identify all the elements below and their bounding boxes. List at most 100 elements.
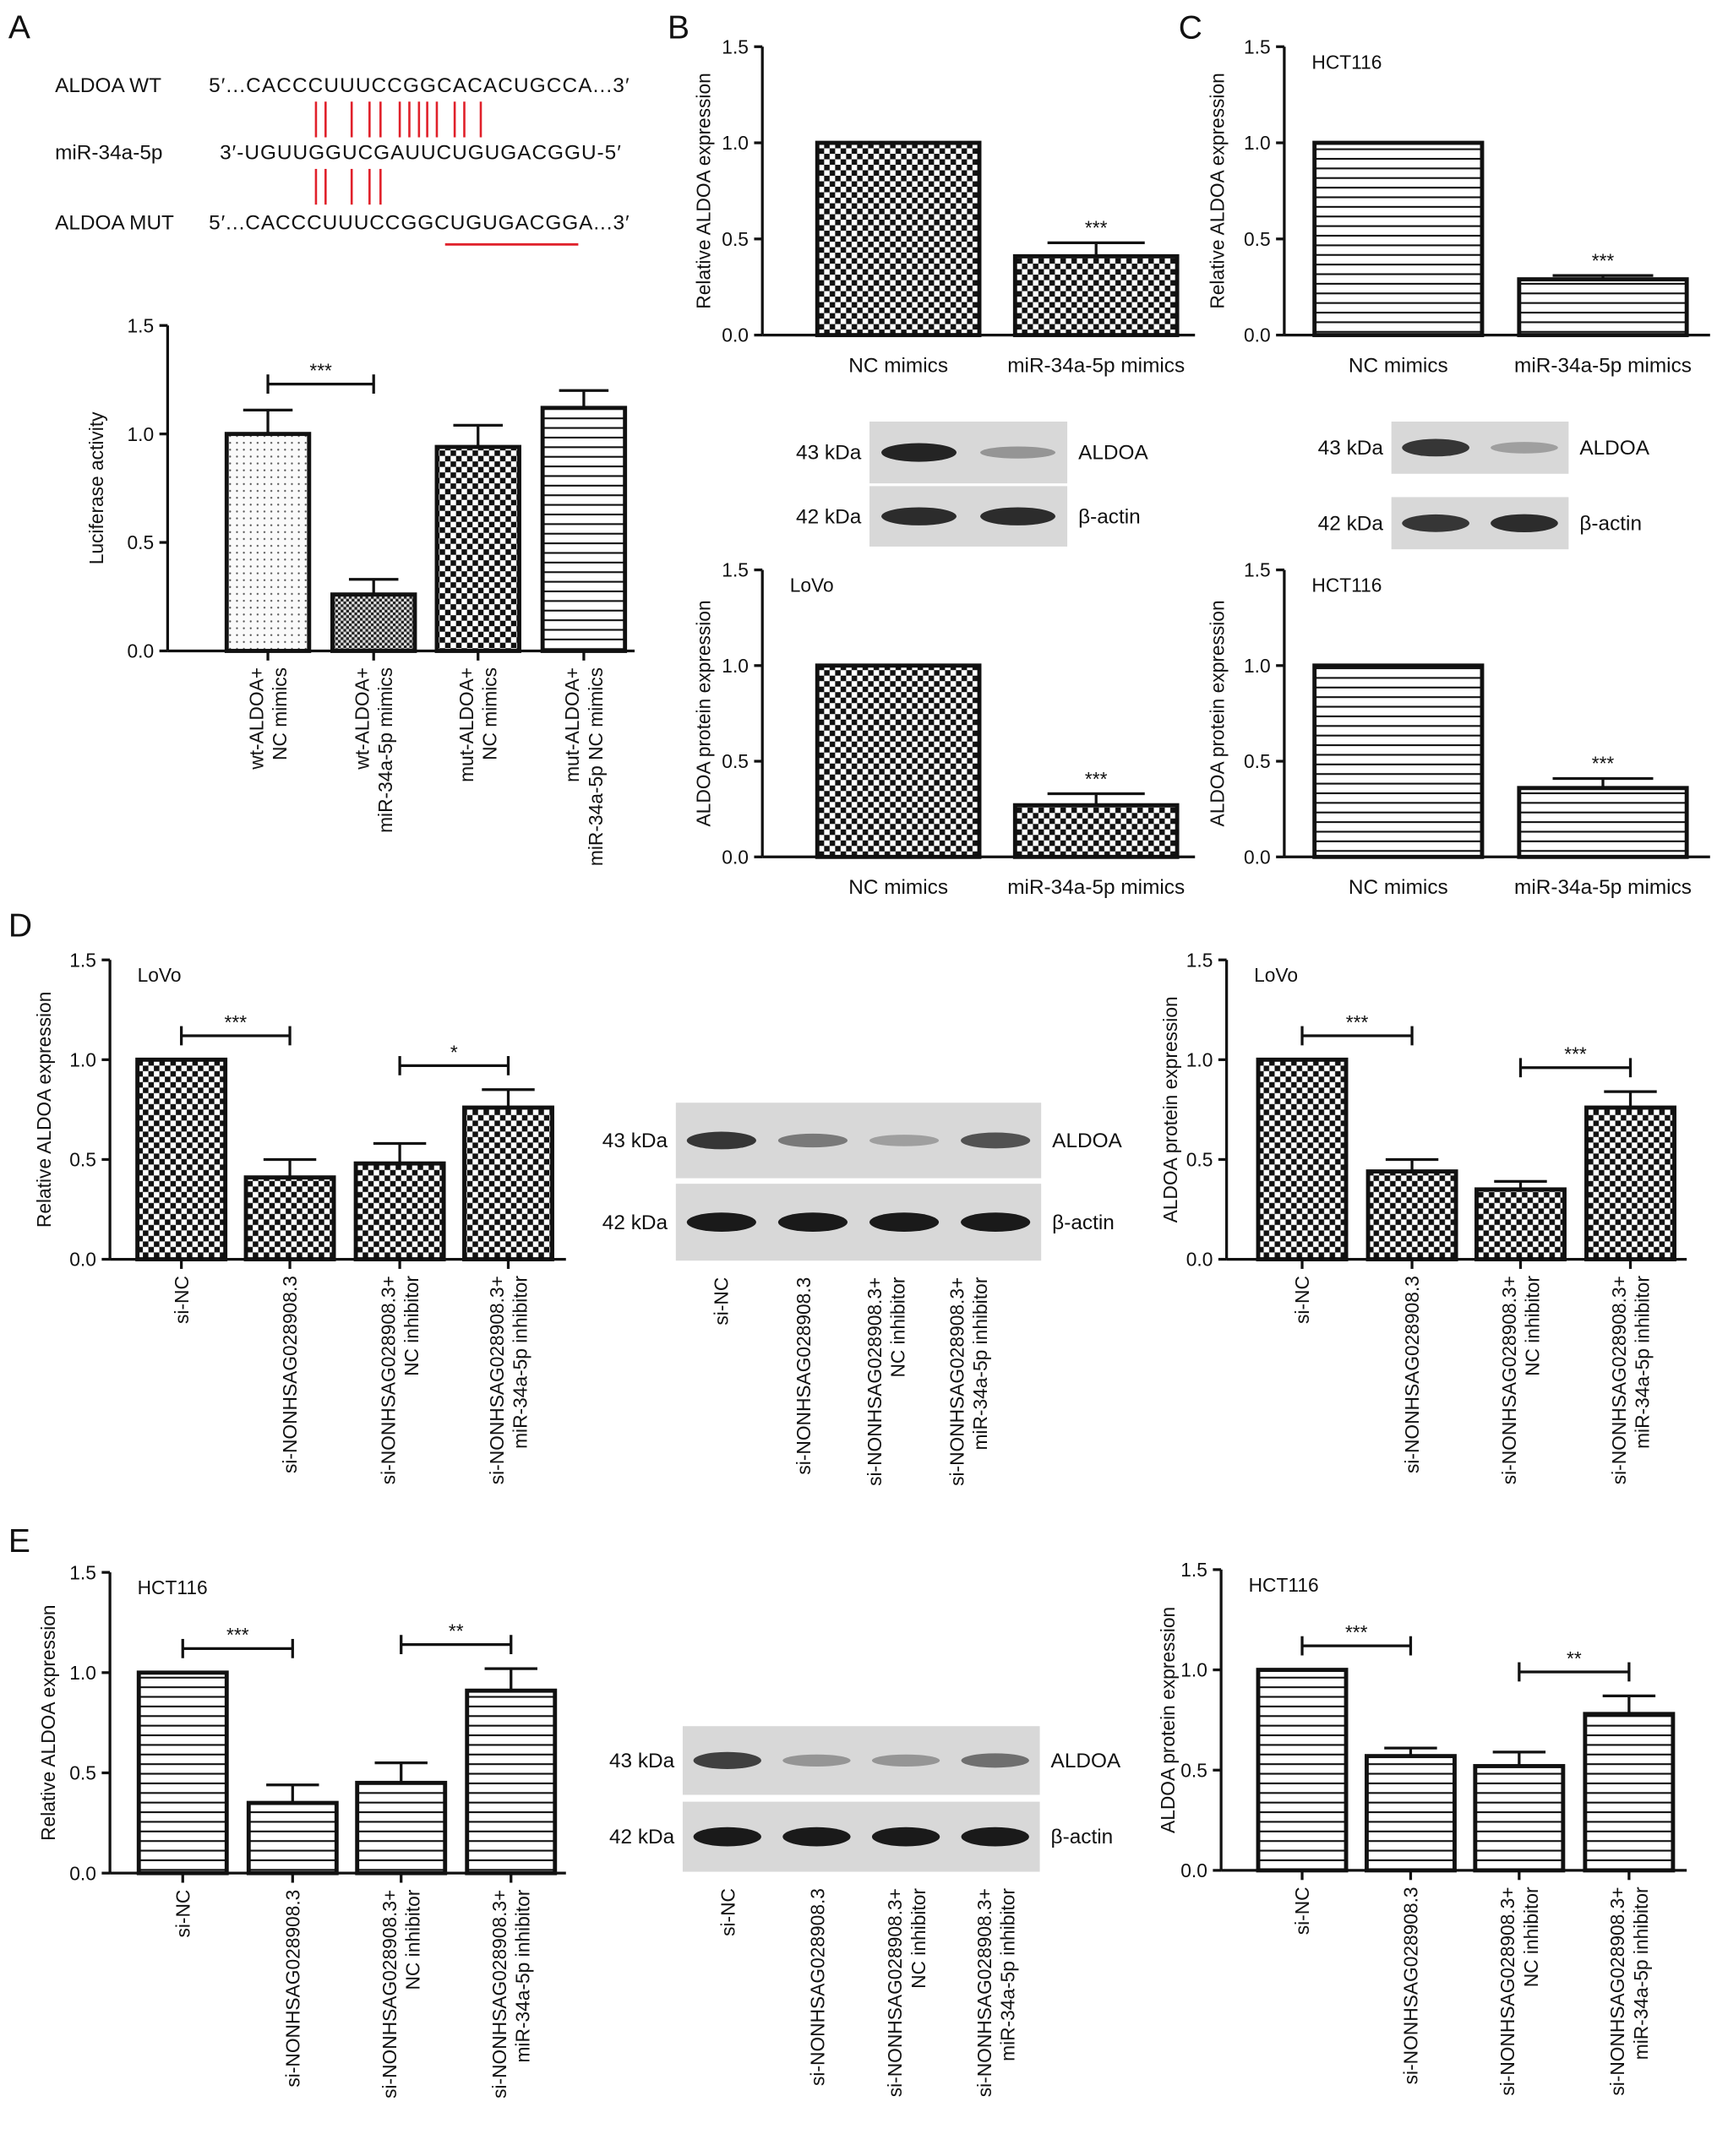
x-tick-label: si-NC [1291,1276,1313,1324]
x-tick-label: NC inhibitor [1520,1886,1542,1987]
y-axis-label: Relative ALDOA expression [1206,73,1228,308]
significance-label: * [450,1041,458,1063]
x-tick-label: NC mimics [1349,876,1448,899]
molecular-weight-label: 42 kDa [602,1211,668,1234]
y-tick-label: 0.0 [1244,324,1271,346]
bar [462,1105,554,1262]
bar [1364,1754,1457,1873]
y-axis-label: ALDOA protein expression [1206,600,1228,826]
y-axis-label: Relative ALDOA expression [33,992,55,1228]
bar [1517,786,1689,859]
western-blot-D: 43 kDa ALDOA 42 kDa β-actin si-NC si-NONHSAG0… [602,1102,1123,1486]
cell-line-label: HCT116 [1249,1574,1319,1596]
bar [1312,663,1485,859]
x-tick-label: mut-ALDOA+ [455,667,477,782]
lane-label: si-NONHSAG028908.3+ [946,1277,968,1486]
bar [243,1175,336,1262]
seq-mut: 5′...CACCCUUUCCGGCUGUGACGGA...3′ [209,211,630,234]
bar [1584,1105,1676,1262]
y-axis-label: ALDOA protein expression [1157,1607,1179,1833]
seq-label-mir: miR-34a-5p [55,142,162,165]
x-tick-label: NC mimics [848,355,948,378]
x-tick-label: si-NONHSAG028908.3+ [1608,1276,1630,1484]
protein-band [980,446,1056,459]
y-tick-label: 0.0 [722,846,749,868]
protein-band [871,1827,940,1847]
seq-wt: 5′...CACCCUUUCCGGCACACUGCCA...3′ [209,74,630,97]
y-axis-label: Luciferase activity [85,411,107,564]
lane-label: miR-34a-5p inhibitor [969,1277,991,1450]
molecular-weight-label: 42 kDa [796,505,862,528]
significance-label: *** [1085,217,1108,239]
significance-label: *** [1346,1011,1369,1033]
protein-band [881,443,957,462]
protein-band [871,1754,940,1767]
bar [355,1780,448,1876]
lane-label: miR-34a-5p inhibitor [996,1888,1018,2061]
protein-label: ALDOA [1052,1130,1122,1152]
panel-letter-c: C [1179,10,1202,46]
x-tick-label: NC mimics [1349,355,1448,378]
significance-label: ** [1567,1647,1582,1669]
y-tick-label: 1.0 [1180,1659,1207,1681]
western-blot-E: 43 kDa ALDOA 42 kDa β-actin si-NC si-NONHSAG0… [609,1726,1121,2097]
protein-band [1402,438,1469,457]
bar [815,663,982,859]
x-tick-label: si-NONHSAG028908.3+ [488,1890,510,2099]
bar [353,1161,446,1262]
molecular-weight-label: 43 kDa [609,1750,675,1772]
significance-label: *** [1345,1621,1368,1643]
seq-mir: 3′-UGUUGGUCGAUUCUGUGACGGU-5′ [220,142,621,165]
protein-band [1402,514,1469,532]
y-tick-label: 0.5 [69,1149,96,1171]
x-tick-label: si-NONHSAG028908.3 [279,1276,301,1473]
bar-chart-Dr: 0.0 0.5 1.0 1.5 ALDOA protein expression LoVo… [1159,949,1687,1484]
y-tick-label: 0.0 [69,1249,96,1271]
lane-label: si-NONHSAG028908.3 [806,1888,828,2086]
x-tick-label: mut-ALDOA+ [561,667,583,782]
x-tick-label: si-NONHSAG028908.3 [1401,1276,1423,1473]
x-tick-label: si-NONHSAG028908.3+ [1606,1886,1628,2095]
y-tick-label: 1.5 [69,1561,96,1583]
molecular-weight-label: 42 kDa [609,1826,675,1848]
y-tick-label: 0.5 [69,1762,96,1784]
bar-chart-Er: 0.0 0.5 1.0 1.5 ALDOA protein expression HCT1… [1157,1559,1687,2096]
protein-label: β-actin [1051,1826,1114,1848]
y-tick-label: 0.5 [722,750,749,772]
y-tick-label: 1.5 [722,559,749,581]
x-tick-label: NC mimics [269,667,291,760]
x-tick-label: NC inhibitor [402,1889,424,1990]
panel-letter-e: E [8,1523,30,1560]
y-tick-label: 1.5 [1244,35,1271,57]
lane-label: si-NONHSAG028908.3+ [864,1277,886,1486]
bar [815,140,982,338]
y-tick-label: 0.0 [69,1862,96,1884]
x-tick-label: si-NONHSAG028908.3+ [1498,1276,1520,1484]
y-tick-label: 0.0 [1180,1859,1207,1881]
bar [1517,277,1689,338]
lane-label: NC inhibitor [886,1277,908,1377]
significance-label: *** [226,1624,249,1646]
y-tick-label: 0.5 [1180,1759,1207,1781]
significance-label: *** [1592,249,1615,271]
seq-label-mut: ALDOA MUT [55,211,174,234]
protein-band [686,1212,756,1233]
cell-line-label: HCT116 [1311,574,1382,596]
bar [1256,1057,1349,1262]
cell-line-label: LoVo [790,574,834,596]
y-tick-label: 0.0 [127,640,154,662]
protein-band [782,1827,851,1847]
bar [1474,1187,1567,1262]
y-tick-label: 0.5 [127,531,154,553]
y-tick-label: 1.5 [722,35,749,57]
bar [1012,803,1180,859]
x-tick-label: si-NONHSAG028908.3+ [379,1890,401,2099]
protein-band [777,1212,848,1233]
x-tick-label: NC mimics [848,876,948,899]
x-tick-label: miR-34a-5p mimics [1514,355,1692,378]
x-tick-label: wt-ALDOA+ [245,667,267,770]
bar [1365,1169,1458,1262]
molecular-weight-label: 43 kDa [602,1130,668,1152]
y-tick-label: 1.0 [69,1662,96,1684]
panel-letter-b: B [668,10,690,46]
